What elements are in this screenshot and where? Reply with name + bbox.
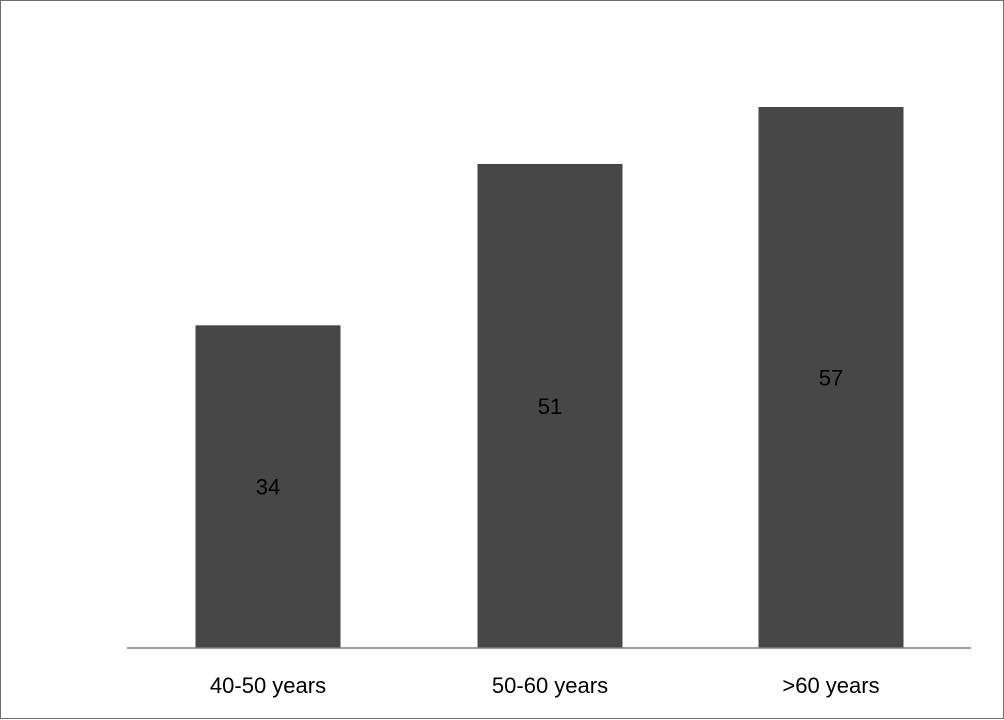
x-tick-label-0: 40-50 years [210, 673, 326, 698]
data-label-0: 34 [256, 475, 280, 500]
bar-1 [477, 163, 623, 648]
bars-layer [195, 107, 904, 648]
data-labels-layer: 34 51 57 [256, 366, 843, 500]
bar-2 [758, 107, 904, 648]
x-tick-label-1: 50-60 years [492, 673, 608, 698]
data-label-1: 51 [538, 394, 562, 419]
data-label-2: 57 [819, 366, 843, 391]
x-tick-labels-layer: 40-50 years 50-60 years >60 years [210, 673, 880, 698]
x-tick-label-2: >60 years [782, 673, 879, 698]
bar-0 [195, 325, 341, 648]
